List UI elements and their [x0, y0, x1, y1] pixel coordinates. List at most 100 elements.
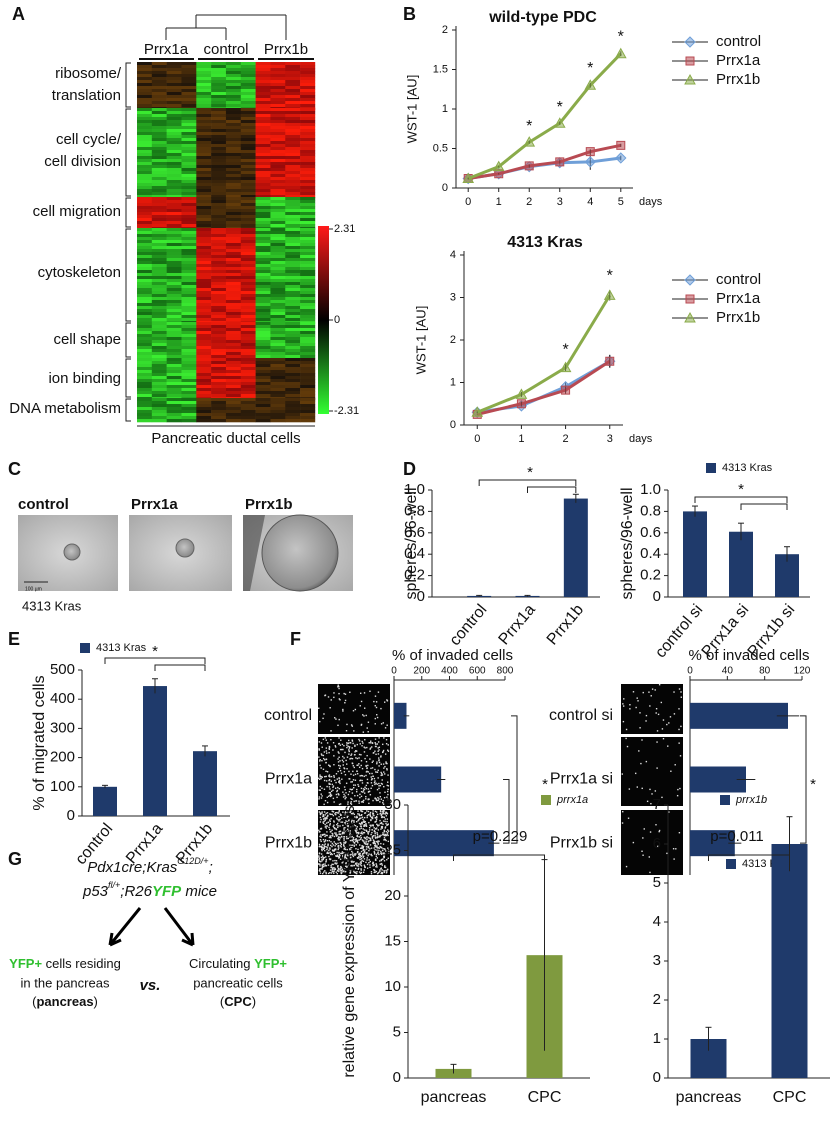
y-tick-label: Prrx1b si	[550, 834, 613, 851]
cell-dot	[321, 858, 323, 861]
heatmap-cell	[285, 221, 301, 225]
y-tick-label: Prrx1a si	[550, 771, 613, 788]
heatmap-cell	[196, 231, 212, 235]
marker	[561, 385, 571, 395]
heatmap-cell	[166, 224, 182, 228]
row-label: DNA metabolism	[9, 400, 121, 417]
heatmap-cell	[255, 303, 271, 307]
heatmap-cell	[181, 197, 197, 201]
cell-dot	[339, 833, 342, 836]
heatmap-cell	[151, 65, 167, 69]
cell-dot	[361, 823, 363, 825]
cell-dot	[337, 844, 340, 847]
cell-dot	[351, 844, 353, 846]
heatmap-cell	[240, 410, 256, 414]
cell-dot	[380, 814, 383, 817]
cell-dot	[336, 854, 339, 856]
heatmap-cell	[181, 240, 197, 244]
heatmap-cell	[225, 325, 242, 329]
cell-dot	[322, 821, 324, 823]
heatmap-cell	[225, 364, 242, 368]
cell-dot	[324, 843, 326, 845]
heatmap-cell	[196, 358, 212, 362]
y-tick-label: Prrx1b	[265, 834, 312, 851]
cell-dot	[381, 774, 384, 776]
cell-dot	[338, 811, 340, 813]
cell-dot	[331, 835, 333, 837]
cell-dot	[321, 864, 323, 866]
heatmap-cell	[240, 300, 256, 304]
heatmap-cell	[300, 104, 316, 108]
heatmap	[137, 62, 316, 423]
heatmap-cell	[255, 306, 271, 310]
cell-dot	[364, 842, 366, 845]
heatmap-cell	[166, 388, 182, 392]
heatmap-cell	[225, 322, 242, 326]
cell-dot	[347, 803, 349, 805]
cell-dot	[324, 833, 326, 836]
cell-dot	[368, 742, 370, 744]
heatmap-cell	[151, 62, 167, 66]
cell-dot	[677, 788, 679, 791]
cell-dot	[347, 793, 350, 796]
cell-dot	[386, 832, 389, 834]
heatmap-cell	[285, 394, 301, 398]
heatmap-cell	[151, 132, 167, 136]
cell-dot	[338, 692, 340, 695]
cell-dot	[363, 829, 366, 831]
heatmap-cell	[181, 355, 197, 359]
cell-dot	[339, 818, 341, 821]
heatmap-cell	[211, 267, 227, 271]
heatmap-cell	[137, 240, 153, 244]
cell-dot	[358, 757, 360, 759]
heatmap-cell	[285, 195, 301, 199]
cell-dot	[386, 769, 388, 771]
cell-dot	[339, 837, 341, 839]
heatmap-cell	[300, 267, 316, 271]
cell-dot	[650, 802, 652, 805]
heatmap-cell	[211, 276, 227, 280]
cell-dot	[645, 760, 648, 763]
cell-dot	[384, 753, 387, 755]
cell-dot	[372, 865, 374, 867]
chart-title: 4313 Kras	[507, 234, 583, 251]
heatmap-cell	[285, 334, 301, 338]
cell-dot	[344, 795, 346, 797]
heatmap-cell	[181, 86, 197, 90]
cell-dot	[322, 815, 324, 818]
heatmap-cell	[270, 101, 286, 105]
heatmap-cell	[285, 388, 301, 392]
cell-dot	[322, 834, 324, 836]
cell-dot	[342, 861, 344, 863]
cell-dot	[324, 865, 326, 867]
panel-label: E	[8, 629, 20, 649]
colorbar	[318, 226, 329, 414]
heatmap-cell	[270, 111, 286, 115]
cell-dot	[354, 779, 357, 781]
cell-dot	[378, 761, 381, 764]
bar	[143, 686, 167, 816]
cell-dot	[337, 751, 339, 753]
cell-dot	[329, 795, 332, 798]
cell-dot	[334, 842, 337, 845]
cell-dot	[331, 869, 334, 871]
heatmap-cell	[151, 303, 167, 307]
cell-dot	[319, 828, 322, 830]
cell-dot	[355, 863, 357, 865]
heatmap-cell	[270, 303, 286, 307]
cell-dot	[351, 812, 353, 815]
cell-dot	[359, 705, 361, 707]
cell-dot	[324, 840, 326, 842]
heatmap-cell	[181, 340, 197, 344]
cell-dot	[654, 689, 656, 691]
heatmap-cell	[300, 95, 316, 99]
heatmap-cell	[285, 189, 301, 193]
cell-dot	[328, 828, 331, 831]
cell-dot	[646, 800, 649, 803]
cell-dot	[318, 707, 320, 709]
heatmap-cell	[151, 171, 167, 175]
cell-dot	[370, 819, 372, 822]
cell-dot	[384, 839, 386, 841]
cell-dot	[369, 758, 371, 760]
heatmap-cell	[255, 83, 271, 87]
